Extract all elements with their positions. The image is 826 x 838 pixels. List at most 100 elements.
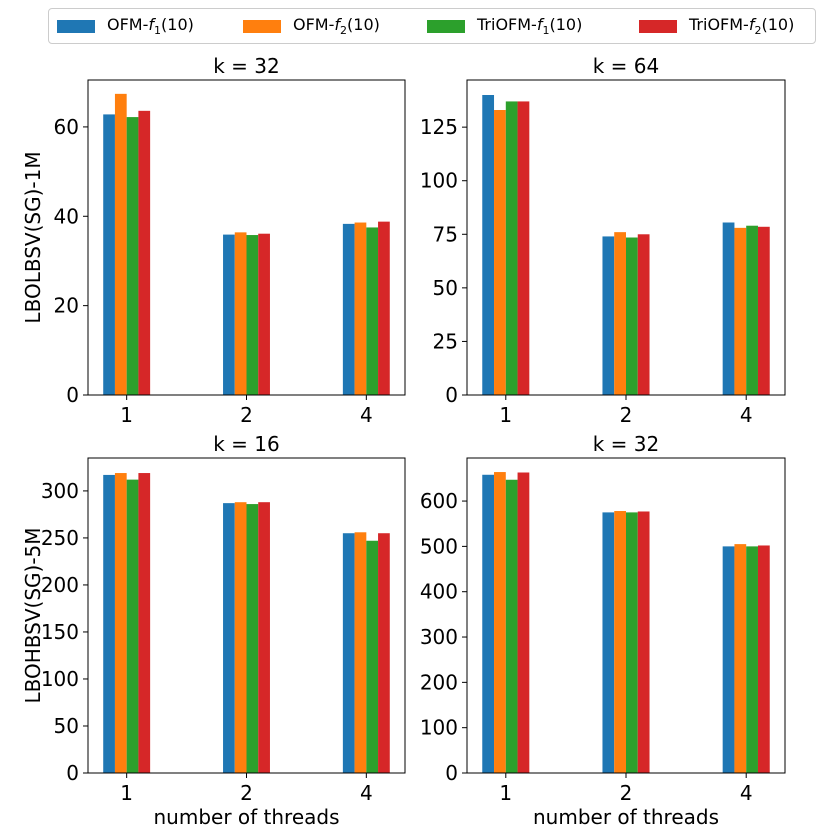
bar-p2-s0-c0	[103, 474, 115, 773]
bar-p3-s3-c1	[637, 511, 650, 773]
ytick-label-p2-3: 150	[41, 620, 79, 644]
bar-p0-s0-c1	[223, 234, 235, 395]
bar-p1-s0-c2	[722, 222, 735, 395]
bar-p3-s0-c0	[482, 474, 495, 773]
bar-p2-s3-c2	[378, 533, 390, 773]
bar-p3-s0-c1	[602, 512, 615, 773]
bar-p3-s1-c0	[494, 472, 506, 773]
bar-p2-s1-c1	[234, 502, 247, 773]
ytick-label-p0-0: 0	[66, 383, 79, 407]
ytick-label-p2-6: 300	[41, 479, 79, 503]
xtick-label-p2-1: 2	[240, 781, 253, 805]
bar-p2-s3-c0	[138, 473, 151, 773]
legend-swatch-triofm-f1	[427, 19, 465, 33]
bar-p1-s3-c1	[637, 234, 650, 395]
bar-p1-s2-c0	[505, 101, 518, 395]
bar-p2-s0-c1	[223, 503, 235, 773]
legend-label-triofm-f1: TriOFM-f1(10)	[477, 14, 583, 38]
bar-p0-s0-c2	[342, 223, 355, 395]
bar-p0-s2-c1	[246, 235, 259, 395]
bar-p0-s3-c0	[138, 110, 151, 396]
bar-p1-s0-c1	[602, 236, 615, 395]
xtick-label-p0-1: 2	[240, 403, 253, 427]
bar-p1-s0-c0	[482, 95, 495, 395]
bar-p3-s2-c0	[505, 479, 518, 773]
legend-item-ofm-f2: OFM-f2(10)	[243, 9, 380, 43]
ytick-label-p1-0: 0	[445, 383, 458, 407]
legend: OFM-f1(10) OFM-f2(10) TriOFM-f1(10) TriO…	[48, 8, 816, 44]
bar-p0-s1-c2	[354, 222, 367, 395]
bar-p2-s2-c2	[366, 540, 379, 773]
panel-title-p3: k = 32	[593, 432, 660, 456]
xtick-label-p1-0: 1	[499, 403, 512, 427]
ytick-label-p1-5: 125	[420, 115, 458, 139]
bar-p2-s0-c2	[342, 533, 355, 773]
bar-p2-s1-c2	[354, 532, 367, 773]
legend-item-triofm-f2: TriOFM-f2(10)	[639, 9, 794, 43]
bar-p0-s2-c0	[126, 117, 139, 395]
legend-item-ofm-f1: OFM-f1(10)	[57, 9, 194, 43]
ytick-label-p0-3: 60	[54, 115, 79, 139]
ytick-label-p3-5: 500	[420, 534, 458, 558]
ytick-label-p1-4: 100	[420, 169, 458, 193]
ytick-label-p0-1: 20	[54, 294, 79, 318]
bar-p1-s3-c2	[757, 226, 770, 395]
ytick-label-p3-4: 400	[420, 580, 458, 604]
panel-title-p0: k = 32	[213, 54, 280, 78]
xlabel-p2: number of threads	[153, 805, 339, 829]
ylabel-p0: LBOLBSV(SG)-1M	[21, 151, 45, 323]
xtick-label-p2-0: 1	[120, 781, 133, 805]
ytick-label-p2-4: 200	[41, 573, 79, 597]
bar-p1-s1-c0	[494, 110, 506, 395]
ytick-label-p3-0: 0	[445, 761, 458, 785]
ytick-label-p1-2: 50	[433, 276, 458, 300]
bar-p0-s1-c0	[114, 93, 127, 395]
legend-label-ofm-f1: OFM-f1(10)	[107, 14, 194, 38]
ytick-label-p3-6: 600	[420, 489, 458, 513]
bar-p1-s1-c1	[614, 232, 626, 395]
bar-p1-s2-c1	[626, 237, 638, 395]
bar-p0-s2-c2	[366, 227, 379, 395]
xtick-label-p0-0: 1	[120, 403, 133, 427]
legend-swatch-ofm-f1	[57, 19, 95, 33]
legend-swatch-triofm-f2	[639, 19, 677, 33]
ytick-label-p2-0: 0	[66, 761, 79, 785]
ytick-label-p0-2: 40	[54, 204, 79, 228]
ytick-label-p3-1: 100	[420, 716, 458, 740]
ytick-label-p1-3: 75	[433, 222, 458, 246]
bar-p2-s1-c0	[114, 473, 127, 773]
bar-p1-s3-c0	[517, 101, 530, 395]
bar-p3-s3-c2	[757, 545, 770, 773]
bar-p3-s1-c2	[734, 544, 747, 773]
ytick-label-p3-2: 200	[420, 670, 458, 694]
bar-p2-s2-c1	[246, 504, 259, 773]
panel-title-p1: k = 64	[593, 54, 660, 78]
bar-p0-s3-c1	[258, 233, 270, 395]
xtick-label-p1-1: 2	[620, 403, 633, 427]
bar-p0-s3-c2	[378, 221, 390, 395]
bar-p3-s2-c2	[746, 546, 758, 773]
xtick-label-p2-2: 4	[360, 781, 373, 805]
bar-p2-s3-c1	[258, 502, 270, 773]
legend-label-ofm-f2: OFM-f2(10)	[293, 14, 380, 38]
bar-p0-s0-c0	[103, 114, 115, 395]
bar-p0-s1-c1	[234, 232, 247, 395]
ylabel-p2: LBOHBSV(SG)-5M	[21, 527, 45, 703]
ytick-label-p2-2: 100	[41, 667, 79, 691]
bar-p3-s0-c2	[722, 546, 735, 773]
xlabel-p3: number of threads	[533, 805, 719, 829]
bar-p1-s1-c2	[734, 227, 747, 395]
ytick-label-p1-1: 25	[433, 329, 458, 353]
bar-p3-s2-c1	[626, 512, 638, 773]
bar-p1-s2-c2	[746, 225, 758, 395]
legend-label-triofm-f2: TriOFM-f2(10)	[689, 14, 795, 38]
bar-p2-s2-c0	[126, 479, 139, 773]
bar-p3-s1-c1	[614, 511, 626, 773]
panel-title-p2: k = 16	[213, 432, 280, 456]
xtick-label-p1-2: 4	[740, 403, 753, 427]
legend-swatch-ofm-f2	[243, 19, 281, 33]
legend-item-triofm-f1: TriOFM-f1(10)	[427, 9, 582, 43]
ytick-label-p2-5: 250	[41, 526, 79, 550]
ytick-label-p2-1: 50	[54, 714, 79, 738]
